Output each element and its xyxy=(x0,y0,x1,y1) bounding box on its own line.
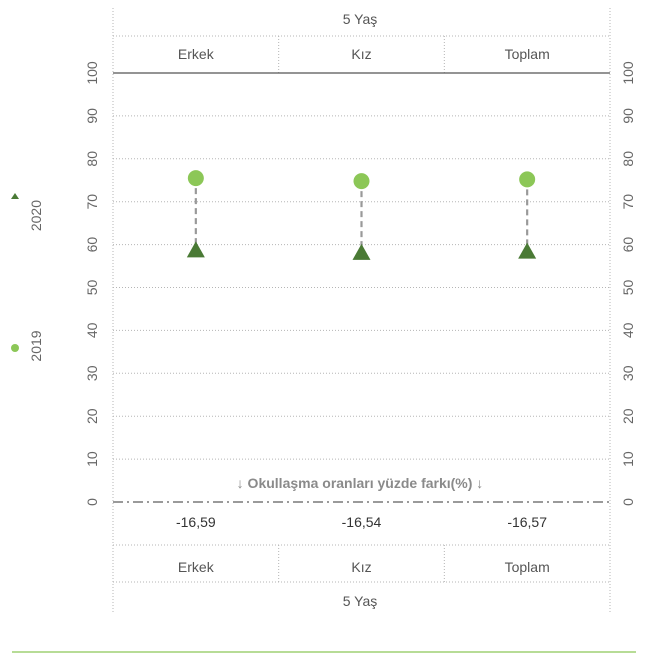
point-2020 xyxy=(352,243,371,260)
y-tick-label-right: 70 xyxy=(620,194,636,210)
y-tick-label-right: 80 xyxy=(620,151,636,167)
y-tick-label-right: 50 xyxy=(620,280,636,296)
y-tick-label-right: 40 xyxy=(620,322,636,338)
category-label-bottom: Toplam xyxy=(505,559,550,575)
y-tick-label-left: 20 xyxy=(84,408,100,424)
difference-value: -16,54 xyxy=(342,514,382,530)
legend: 2020 2019 xyxy=(11,193,44,362)
y-tick-label-right: 20 xyxy=(620,408,636,424)
y-tick-label-left: 100 xyxy=(84,61,100,85)
legend-label-2019: 2019 xyxy=(28,330,44,361)
y-tick-label-left: 80 xyxy=(84,151,100,167)
y-tick-label-left: 70 xyxy=(84,194,100,210)
y-tick-label-left: 90 xyxy=(84,108,100,124)
y-tick-label-right: 0 xyxy=(620,498,636,506)
point-2020 xyxy=(518,242,537,259)
y-tick-label-right: 30 xyxy=(620,365,636,381)
y-tick-label-left: 40 xyxy=(84,322,100,338)
category-label-bottom: Erkek xyxy=(178,559,215,575)
legend-label-2020: 2020 xyxy=(28,200,44,231)
legend-marker-2019 xyxy=(11,344,19,352)
bottom-group-label: 5 Yaş xyxy=(343,593,378,609)
difference-value: -16,57 xyxy=(507,514,547,530)
point-2019 xyxy=(353,173,370,190)
y-tick-label-left: 10 xyxy=(84,451,100,467)
legend-marker-2020 xyxy=(11,193,19,199)
point-2020 xyxy=(186,241,205,258)
y-tick-label-right: 90 xyxy=(620,108,636,124)
top-group-label: 5 Yaş xyxy=(343,11,378,27)
difference-title: ↓ Okullaşma oranları yüzde farkı(%) ↓ xyxy=(237,475,484,491)
y-tick-label-right: 10 xyxy=(620,451,636,467)
chart-marks xyxy=(186,170,537,260)
point-2019 xyxy=(519,171,536,188)
y-tick-label-left: 0 xyxy=(84,498,100,506)
y-tick-label-right: 100 xyxy=(620,61,636,85)
point-2019 xyxy=(187,170,204,187)
y-tick-label-left: 30 xyxy=(84,365,100,381)
difference-value: -16,59 xyxy=(176,514,216,530)
y-tick-label-left: 50 xyxy=(84,280,100,296)
y-tick-label-right: 60 xyxy=(620,237,636,253)
category-label-top: Erkek xyxy=(178,46,215,62)
category-label-top: Kız xyxy=(351,46,371,62)
category-label-top: Toplam xyxy=(505,46,550,62)
category-label-bottom: Kız xyxy=(351,559,371,575)
y-tick-label-left: 60 xyxy=(84,237,100,253)
